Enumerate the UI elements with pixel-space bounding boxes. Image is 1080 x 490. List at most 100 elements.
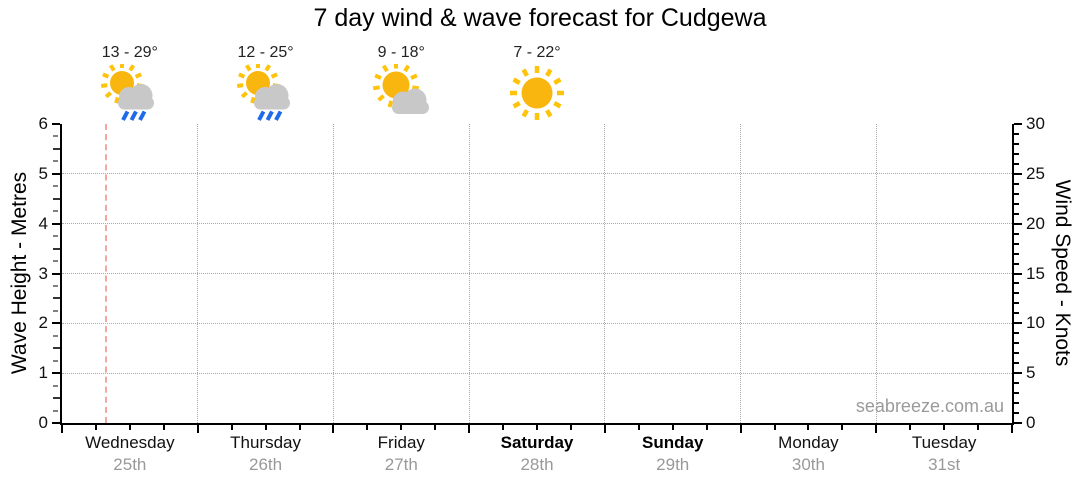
- y-right-minor-tick: [1014, 202, 1019, 205]
- x-axis-day-date: 31st: [928, 455, 961, 474]
- y-left-major-tick: [52, 222, 60, 225]
- y-right-minor-tick: [1014, 252, 1019, 255]
- y-right-minor-tick: [1014, 132, 1019, 135]
- y-right-minor-tick: [1014, 232, 1019, 235]
- y-left-half-tick: [53, 347, 60, 350]
- x-axis-day-name: Saturday: [500, 433, 574, 452]
- y-right-tick-label: 15: [1026, 263, 1045, 283]
- x-axis-minor-tick: [671, 425, 674, 430]
- y-right-minor-tick: [1014, 332, 1019, 335]
- daily-temperature-range: 12 - 25°: [237, 44, 294, 61]
- y-left-minor-tick: [53, 384, 58, 387]
- y-right-major-tick: [1014, 322, 1022, 325]
- daily-temperature-range: 9 - 18°: [377, 44, 425, 61]
- h-gridline: [62, 173, 1012, 175]
- sun-cloud-rain-icon: [100, 62, 154, 121]
- y-right-tick-label: 30: [1026, 114, 1045, 133]
- x-axis-day-date: 27th: [384, 455, 418, 474]
- y-right-minor-tick: [1014, 342, 1019, 345]
- v-gridline-day-boundary: [740, 124, 742, 423]
- x-axis-minor-tick: [162, 425, 165, 430]
- x-axis-minor-tick: [536, 425, 538, 430]
- h-gridline: [62, 372, 1012, 374]
- y-left-major-tick: [52, 272, 60, 275]
- chart-area: 0 1 2 3 4 5 6 0 5 10 15 20 25 30: [39, 115, 1045, 433]
- x-axis-minor-tick: [705, 425, 708, 430]
- sun-cloud-icon: [373, 62, 430, 114]
- x-axis-day-tick: [875, 425, 878, 433]
- v-gridline-day-boundary: [604, 124, 606, 423]
- daily-weather-icon: [98, 62, 162, 122]
- daily-weather-icon: [369, 62, 433, 122]
- x-axis-minor-tick: [264, 425, 267, 430]
- y-left-tick-label: 6: [38, 114, 48, 133]
- y-left-minor-tick: [53, 409, 58, 412]
- x-axis-minor-tick: [909, 425, 912, 430]
- x-axis-day-date: 25th: [113, 455, 147, 474]
- daily-weather-icon: [234, 62, 298, 122]
- y-left-half-tick: [53, 247, 60, 250]
- x-axis-minor-tick: [637, 425, 640, 430]
- daily-temperature-range: 7 - 22°: [513, 44, 561, 61]
- y-left-minor-tick: [53, 284, 58, 287]
- x-axis-minor-tick: [841, 425, 844, 430]
- v-gridline-day-boundary: [875, 124, 877, 423]
- y-right-minor-tick: [1014, 192, 1019, 195]
- y-left-minor-tick: [53, 359, 58, 362]
- x-axis-day-date: 28th: [520, 455, 554, 474]
- y-right-minor-tick: [1014, 392, 1019, 395]
- y-right-minor-tick: [1014, 142, 1019, 145]
- y-axis-right-line: [1012, 124, 1014, 425]
- daily-temperature-range: 13 - 29°: [101, 44, 158, 61]
- y-axis-left-line: [60, 124, 62, 425]
- y-right-major-tick: [1014, 172, 1022, 175]
- y-left-half-tick: [53, 397, 60, 400]
- y-right-minor-tick: [1014, 402, 1019, 405]
- y-left-minor-tick: [53, 160, 58, 163]
- y-left-major-tick: [52, 372, 60, 375]
- x-axis-day-tick: [332, 425, 335, 433]
- y-right-major-tick: [1014, 123, 1022, 125]
- y-left-tick-label: 0: [38, 413, 48, 432]
- x-axis-day-name: Monday: [778, 433, 839, 452]
- x-axis-day-date: 29th: [656, 455, 690, 474]
- y-left-major-tick: [52, 172, 60, 175]
- x-axis-day-name: Tuesday: [911, 433, 977, 452]
- x-axis-minor-tick: [128, 425, 131, 430]
- y-left-tick-label: 5: [38, 163, 48, 183]
- y-right-minor-tick: [1014, 302, 1019, 305]
- y-right-tick-label: 5: [1026, 363, 1036, 383]
- h-gridline: [62, 273, 1012, 274]
- x-axis-day-name: Thursday: [230, 433, 301, 452]
- y-left-minor-tick: [53, 210, 58, 213]
- y-left-minor-tick: [53, 260, 58, 263]
- y-right-major-tick: [1014, 272, 1022, 275]
- y-left-half-tick: [53, 297, 60, 300]
- x-axis-minor-tick: [434, 425, 437, 430]
- v-gridline-day-boundary: [197, 124, 199, 423]
- y-right-major-tick: [1014, 222, 1022, 225]
- x-axis-day-name: Wednesday: [85, 433, 175, 452]
- x-axis-minor-tick: [298, 425, 301, 430]
- y-right-major-tick: [1014, 422, 1022, 424]
- y-left-major-tick: [52, 422, 60, 424]
- y-right-tick-label: 0: [1026, 413, 1036, 432]
- y-left-minor-tick: [53, 185, 58, 188]
- x-axis-minor-tick: [230, 425, 233, 430]
- y-right-minor-tick: [1014, 212, 1019, 215]
- y-right-tick-label: 10: [1026, 313, 1045, 333]
- y-left-half-tick: [53, 147, 60, 150]
- y-left-minor-tick: [53, 135, 58, 138]
- x-axis-day-date: 26th: [249, 455, 283, 474]
- y-left-tick-label: 1: [38, 363, 48, 383]
- x-axis-minor-tick: [94, 425, 97, 430]
- x-axis-day-date: 30th: [791, 455, 825, 474]
- y-left-tick-label: 4: [38, 213, 48, 233]
- y-right-minor-tick: [1014, 292, 1019, 295]
- x-axis-minor-tick: [943, 425, 946, 430]
- x-axis-day-tick: [603, 425, 606, 433]
- h-gridline: [62, 322, 1012, 324]
- sun-icon: [510, 66, 564, 120]
- y-right-minor-tick: [1014, 162, 1019, 165]
- y-right-minor-tick: [1014, 242, 1019, 245]
